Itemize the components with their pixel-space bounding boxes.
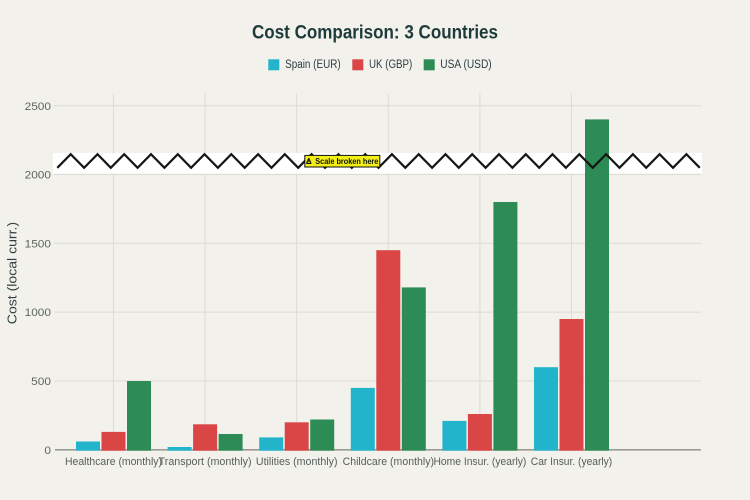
svg-text:UK (GBP): UK (GBP) (369, 59, 412, 71)
svg-text:Cost (local curr.): Cost (local curr.) (5, 222, 19, 324)
svg-text:Scale broken here: Scale broken here (315, 156, 378, 166)
svg-text:Spain (EUR): Spain (EUR) (285, 59, 341, 71)
svg-text:1000: 1000 (25, 307, 51, 319)
svg-text:Utilities (monthly): Utilities (monthly) (256, 456, 338, 468)
svg-text:Cost Comparison: 3 Countries: Cost Comparison: 3 Countries (252, 22, 498, 43)
svg-text:Home Insur. (yearly): Home Insur. (yearly) (433, 456, 526, 468)
svg-text:USA (USD): USA (USD) (440, 59, 492, 71)
svg-text:Car Insur. (yearly): Car Insur. (yearly) (531, 456, 613, 468)
svg-text:2000: 2000 (25, 170, 51, 182)
svg-text:0: 0 (44, 445, 51, 457)
svg-text:1500: 1500 (25, 238, 51, 250)
svg-text:Childcare (monthly): Childcare (monthly) (343, 456, 435, 468)
svg-text:2500: 2500 (25, 101, 51, 113)
svg-text:Healthcare (monthly): Healthcare (monthly) (65, 456, 162, 468)
svg-text:Transport (monthly): Transport (monthly) (159, 456, 252, 468)
svg-text:500: 500 (31, 376, 51, 388)
